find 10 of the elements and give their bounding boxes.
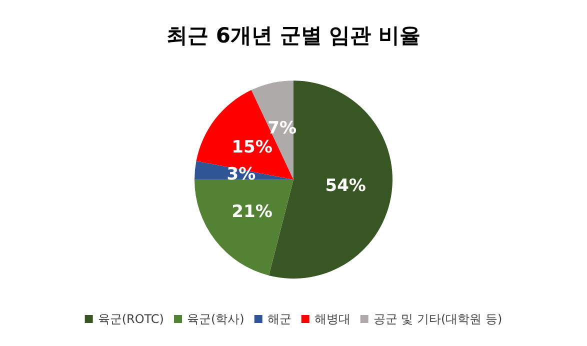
legend-label: 해군 — [267, 312, 292, 326]
legend-label: 해병대 — [314, 312, 350, 326]
data-label: 21% — [232, 202, 272, 222]
legend-label: 육군(ROTC) — [98, 312, 164, 326]
chart-title: 최근 6개년 군별 임관 비율 — [166, 24, 420, 48]
data-label: 15% — [232, 137, 272, 158]
legend-label: 공군 및 기타(대학원 등) — [373, 312, 502, 326]
data-label: 54% — [325, 176, 366, 196]
data-label: 3% — [226, 164, 256, 185]
legend-label: 육군(학사) — [186, 312, 244, 326]
